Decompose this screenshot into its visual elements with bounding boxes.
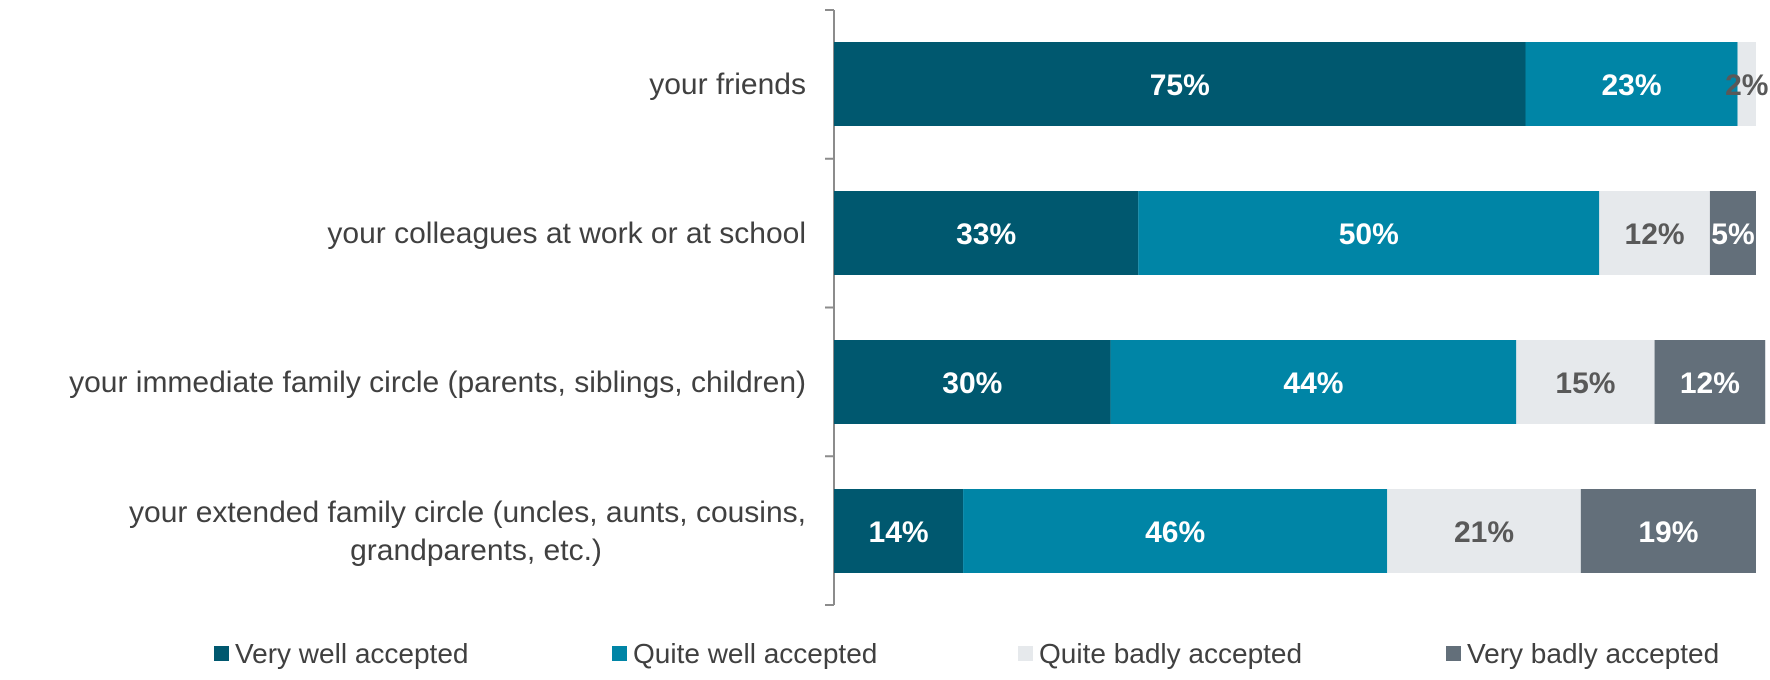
bar-segment: [1387, 489, 1581, 573]
category-label: your colleagues at work or at school: [327, 217, 806, 250]
legend-label: Quite badly accepted: [1039, 638, 1302, 669]
data-label: 44%: [1283, 367, 1343, 400]
bar-segment: [1580, 489, 1756, 573]
value-labels: 75% 23% 2% 33% 50% 12% 5% 30% 44% 15% 12% 14% 46% 21%…: [869, 69, 1769, 549]
legend-item: Quite well accepted: [612, 638, 877, 669]
data-label: 19%: [1638, 516, 1698, 549]
data-label: 46%: [1145, 516, 1205, 549]
legend-item: Quite badly accepted: [1018, 638, 1302, 669]
data-label: 2%: [1725, 69, 1768, 102]
bar-segment: [963, 489, 1388, 573]
data-label: 15%: [1555, 367, 1615, 400]
legend-item: Very badly accepted: [1446, 638, 1719, 669]
data-label: 30%: [942, 367, 1002, 400]
bar-segment: [1110, 340, 1517, 424]
legend-label: Very well accepted: [235, 638, 468, 669]
data-label: 75%: [1150, 69, 1210, 102]
category-label: your friends: [649, 68, 806, 101]
data-label: 14%: [869, 516, 929, 549]
legend-swatch: [1018, 646, 1033, 661]
bar-segment: [834, 340, 1111, 424]
category-label: your immediate family circle (parents, s…: [69, 366, 806, 399]
legend-swatch: [214, 646, 229, 661]
category-label: your extended family circle (uncles, aun…: [129, 496, 806, 567]
category-labels: your friends your colleagues at work or a…: [69, 68, 806, 567]
bar-segment: [834, 489, 964, 573]
legend: Very well accepted Quite well accepted Qui…: [214, 638, 1719, 669]
bar-segment: [1525, 42, 1738, 126]
legend-item: Very well accepted: [214, 638, 468, 669]
bar-segment: [834, 191, 1139, 275]
data-label: 12%: [1680, 367, 1740, 400]
bar-segment: [1737, 42, 1756, 126]
legend-swatch: [1446, 646, 1461, 661]
bar-segment: [1599, 191, 1710, 275]
bar-segment: [1709, 191, 1756, 275]
category-axis: [825, 9, 835, 606]
data-label: 21%: [1454, 516, 1514, 549]
data-label: 23%: [1602, 69, 1662, 102]
legend-swatch: [612, 646, 627, 661]
bar-segment: [1138, 191, 1600, 275]
bar-segment: [834, 42, 1526, 126]
data-label: 50%: [1339, 218, 1399, 251]
data-label: 12%: [1625, 218, 1685, 251]
bar-segment: [1654, 340, 1766, 424]
bar-segment: [1516, 340, 1655, 424]
data-label: 5%: [1711, 218, 1754, 251]
data-label: 33%: [956, 218, 1016, 251]
bars: [834, 42, 1766, 573]
legend-label: Very badly accepted: [1467, 638, 1719, 669]
legend-label: Quite well accepted: [633, 638, 877, 669]
